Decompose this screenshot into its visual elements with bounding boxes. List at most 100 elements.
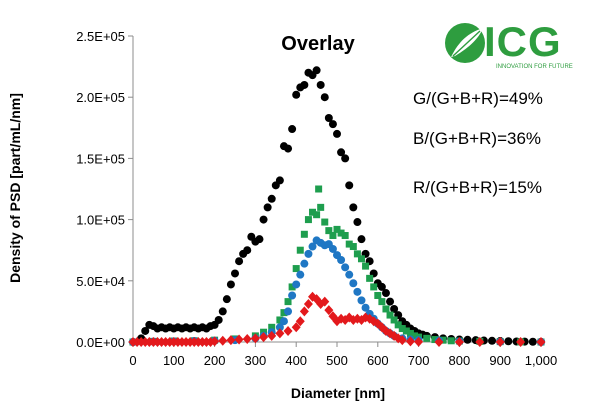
data-point [349,279,358,288]
data-point [349,203,358,212]
data-point [357,255,365,263]
data-point [337,229,345,237]
data-point [284,307,293,316]
annotations: G/(G+B+R)=49% B/(G+B+R)=36% R/(G+B+R)=15… [413,89,543,197]
data-point [397,335,407,346]
data-point [439,336,447,344]
data-point [222,295,231,304]
x-tick-label: 400 [285,353,307,368]
x-tick-label: 800 [449,353,471,368]
data-point [267,194,276,203]
data-point [214,315,223,324]
data-point [357,296,366,305]
x-tick-label: 100 [163,353,185,368]
x-tick-label: 200 [204,353,226,368]
data-point [370,283,378,291]
data-point [296,246,304,254]
data-point [304,249,313,258]
data-point [295,316,305,327]
data-point [366,274,374,282]
data-point [423,334,431,342]
data-point [288,291,297,300]
data-point [345,181,354,190]
data-point [267,330,277,341]
data-point [284,144,293,153]
data-point [390,316,398,324]
data-point [218,307,227,316]
company-logo: ICG INNOVATION FOR FUTURE [445,18,573,70]
data-point [308,242,317,251]
y-tick-label: 0.0E+00 [76,335,125,350]
data-point [349,243,357,251]
data-point [255,235,264,244]
data-point [488,336,497,345]
data-point [394,321,402,329]
data-point [312,66,321,75]
data-point [341,232,349,240]
data-point [313,211,321,219]
data-point [288,283,296,291]
data-point [218,335,228,346]
y-tick-label: 2.5E+05 [76,29,125,44]
y-tick-label: 5.0E+04 [76,274,125,289]
data-point [361,303,370,312]
data-point [234,334,244,345]
annotation-red-fraction: R/(G+B+R)=15% [413,178,542,197]
data-point [299,306,309,317]
data-point [411,332,419,340]
data-point [316,80,325,89]
data-point [210,336,220,347]
data-point [475,337,485,347]
data-point [263,203,272,212]
data-point [284,298,292,306]
data-point [357,235,366,244]
data-point [296,270,305,279]
data-point [275,176,284,185]
data-point [405,336,415,347]
data-point [382,305,390,313]
data-point [324,305,334,316]
data-point [292,280,301,289]
data-point [345,270,354,279]
data-point [321,218,329,226]
data-point [377,282,386,291]
data-point [242,333,252,344]
data-point [231,269,239,278]
x-axis-label: Diameter [nm] [291,385,385,401]
data-point [303,299,313,310]
data-point [341,154,350,163]
data-point [414,336,424,347]
x-tick-label: 900 [489,353,511,368]
data-point [275,328,285,339]
axes: 0.0E+00 5.0E+04 1.0E+05 1.5E+05 2.0E+05 2.5E+… [76,29,557,368]
data-point [362,262,370,270]
data-point [292,265,300,273]
y-tick-label: 2.0E+05 [76,90,125,105]
data-point [378,298,386,306]
data-point [300,80,309,89]
y-tick-label: 1.5E+05 [76,151,125,166]
data-point [504,337,513,346]
data-point [402,327,410,335]
data-point [317,203,325,211]
data-point [276,316,284,324]
x-tick-label: 0 [129,353,136,368]
data-point [454,337,464,347]
data-layer [128,66,546,347]
data-point [283,325,293,336]
x-tick-label: 600 [367,353,389,368]
data-point [329,232,337,240]
data-point [280,309,288,317]
data-point [275,323,284,332]
data-point [386,297,395,306]
data-point [406,329,414,337]
data-point [243,246,252,255]
data-point [291,322,301,333]
data-point [325,227,333,235]
chart-title: Overlay [281,33,355,55]
x-tick-label: 1,000 [525,353,558,368]
data-point [495,337,505,347]
data-point [353,287,362,296]
